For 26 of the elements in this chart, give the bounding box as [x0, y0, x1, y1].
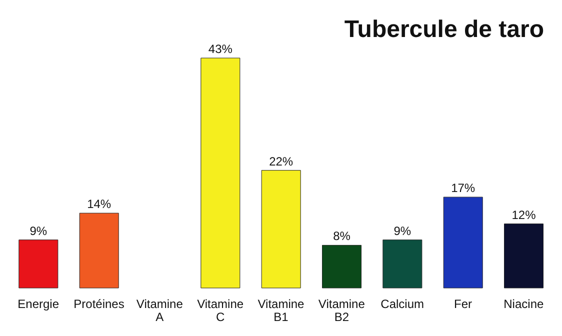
bar [18, 240, 58, 288]
chart-title: Tubercule de taro [344, 16, 544, 44]
x-tick-label: Niacine [504, 297, 544, 311]
x-tick-label: Calcium [380, 297, 424, 311]
bar [79, 212, 119, 288]
data-label: 12% [512, 208, 536, 222]
data-label: 8% [333, 229, 351, 244]
bar [504, 224, 544, 288]
bar [443, 196, 483, 288]
bar [261, 170, 301, 288]
data-label: 9% [394, 224, 412, 238]
x-tick-label: Vitamine B2 [318, 297, 366, 324]
data-label: 17% [451, 181, 476, 196]
data-label: 22% [269, 154, 294, 168]
x-tick-label: Fer [454, 297, 472, 311]
bar [200, 58, 240, 288]
data-label: 9% [30, 224, 48, 238]
x-tick-label: Vitamine A [136, 297, 184, 324]
data-label: 14% [87, 197, 112, 212]
x-tick-label: Protéines [74, 297, 124, 311]
x-tick-label: Vitamine C [197, 297, 244, 324]
x-tick-label: Vitamine B1 [258, 297, 305, 324]
bar [322, 244, 362, 288]
x-tick-label: Energie [18, 297, 60, 311]
data-label: 43% [208, 42, 233, 56]
bar [382, 240, 422, 288]
